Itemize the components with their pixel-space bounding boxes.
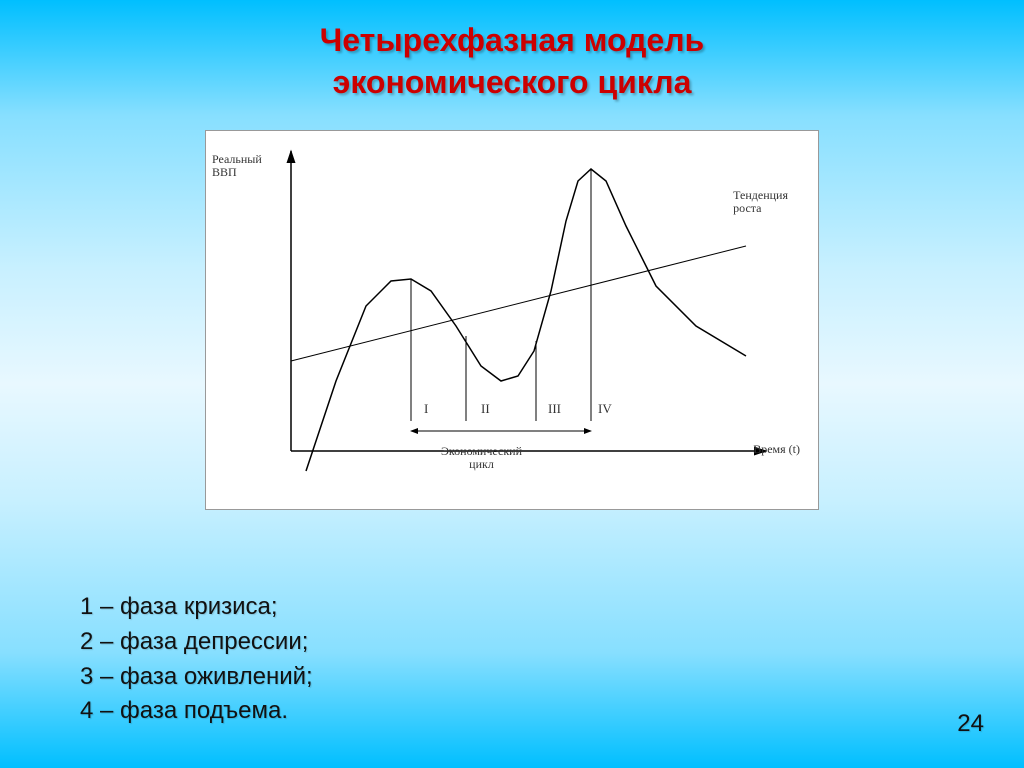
legend-item: 1 – фаза кризиса; [80,590,313,625]
x-axis-label: Время (t) [753,442,800,457]
legend-item: 3 – фаза оживлений; [80,660,313,695]
page-number: 24 [957,710,984,738]
trend-label: Тенденцияроста [733,189,788,215]
slide-title: Четырехфазная модель экономического цикл… [0,0,1024,103]
cycle-span-label: Экономическийцикл [441,445,522,471]
svg-text:I: I [424,401,428,416]
legend-item: 4 – фаза подъема. [80,694,313,729]
legend-item: 2 – фаза депрессии; [80,625,313,660]
title-line-2: экономического цикла [333,64,692,100]
svg-text:III: III [548,401,561,416]
chart-container: IIIIIIIV РеальныйВВП Время (t) Тенденция… [205,130,819,510]
title-line-1: Четырехфазная модель [320,22,704,58]
phase-legend: 1 – фаза кризиса; 2 – фаза депрессии; 3 … [80,590,313,729]
svg-text:II: II [481,401,490,416]
svg-text:IV: IV [598,401,612,416]
y-axis-label: РеальныйВВП [212,153,262,179]
